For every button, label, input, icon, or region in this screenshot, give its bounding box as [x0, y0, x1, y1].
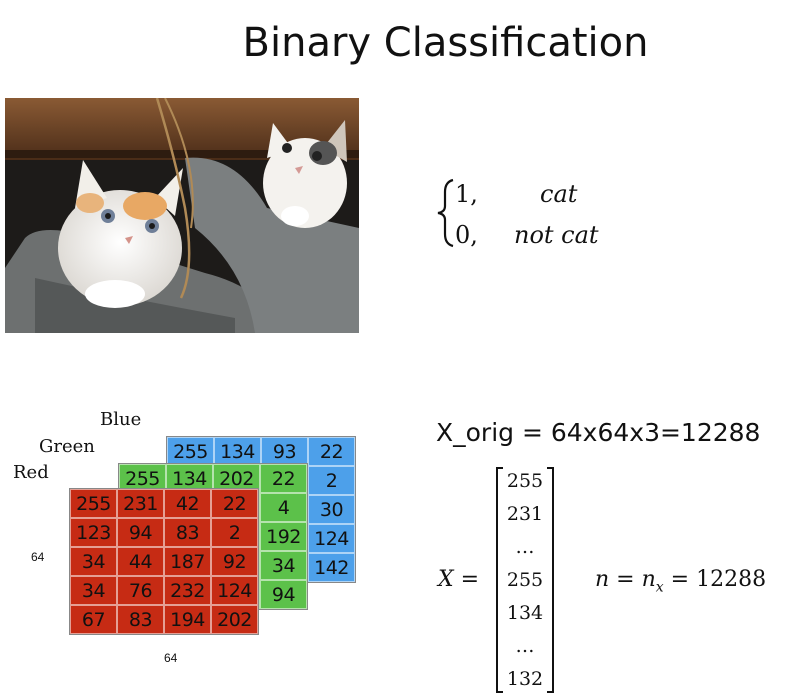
red-channel-cell: 76 — [117, 576, 164, 605]
channel-label-green: Green — [39, 436, 95, 457]
red-channel-cell: 123 — [70, 518, 117, 547]
case-value-1: 1, — [455, 180, 478, 208]
red-channel-cell: 44 — [117, 547, 164, 576]
kittens-image — [5, 98, 359, 333]
green-channel-cell: 34 — [260, 551, 307, 580]
red-channel-cell: 83 — [117, 605, 164, 634]
left-brace-icon — [437, 178, 454, 248]
blue-channel-cell: 124 — [308, 524, 355, 553]
vector-entry: 255 — [506, 569, 544, 591]
red-channel-cell: 34 — [70, 576, 117, 605]
case-label-cat: cat — [540, 180, 578, 208]
vector-entry: 134 — [506, 602, 544, 624]
label-cases-equation: 1, cat 0, not cat — [435, 172, 635, 252]
red-channel-cell: 231 — [117, 489, 164, 518]
red-channel-cell: 67 — [70, 605, 117, 634]
blue-channel-cell: 2 — [308, 466, 355, 495]
green-channel-cell: 22 — [260, 464, 307, 493]
vector-entry: … — [515, 536, 535, 558]
red-channel-cell: 34 — [70, 547, 117, 576]
vector-entry: … — [515, 635, 535, 657]
channel-label-blue: Blue — [100, 409, 142, 430]
feature-vector: 255 231 … 255 134 … 132 — [495, 466, 555, 694]
red-channel-cell: 83 — [164, 518, 211, 547]
height-dimension-label: 64 — [31, 550, 45, 564]
x-equals-label: X = — [438, 567, 480, 592]
red-channel-cell: 202 — [211, 605, 258, 634]
red-channel-cell: 255 — [70, 489, 117, 518]
vector-entry: 255 — [506, 470, 544, 492]
red-channel-cell: 42 — [164, 489, 211, 518]
red-channel-cell: 94 — [117, 518, 164, 547]
blue-channel-cell: 255 — [167, 437, 214, 466]
red-channel-grid: 255 231 42 22 123 94 83 2 34 44 187 92 34 76 232 124 67 8… — [69, 488, 259, 635]
vector-entry: 231 — [506, 503, 544, 525]
green-channel-cell: 192 — [260, 522, 307, 551]
width-dimension-label: 64 — [164, 651, 178, 665]
blue-channel-cell: 30 — [308, 495, 355, 524]
red-channel-cell: 194 — [164, 605, 211, 634]
channel-label-red: Red — [13, 462, 49, 483]
red-channel-cell: 232 — [164, 576, 211, 605]
slide-title: Binary Classification — [242, 20, 649, 66]
blue-channel-cell: 22 — [308, 437, 355, 466]
blue-channel-cell: 142 — [308, 553, 355, 582]
red-channel-cell: 124 — [211, 576, 258, 605]
n-equals-text: n = nx = 12288 — [595, 567, 767, 596]
red-channel-cell: 187 — [164, 547, 211, 576]
blue-channel-cell: 93 — [261, 437, 308, 466]
cat-photo — [5, 98, 359, 333]
blue-channel-cell: 134 — [214, 437, 261, 466]
green-channel-cell: 4 — [260, 493, 307, 522]
green-channel-cell: 94 — [260, 580, 307, 609]
case-value-0: 0, — [455, 221, 478, 249]
case-label-not-cat: not cat — [514, 221, 599, 249]
red-channel-cell: 2 — [211, 518, 258, 547]
red-channel-cell: 92 — [211, 547, 258, 576]
vector-entry: 132 — [506, 668, 544, 690]
vector-brackets — [496, 467, 554, 693]
red-channel-cell: 22 — [211, 489, 258, 518]
x-orig-size-text: X_orig = 64x64x3=12288 — [436, 418, 761, 447]
